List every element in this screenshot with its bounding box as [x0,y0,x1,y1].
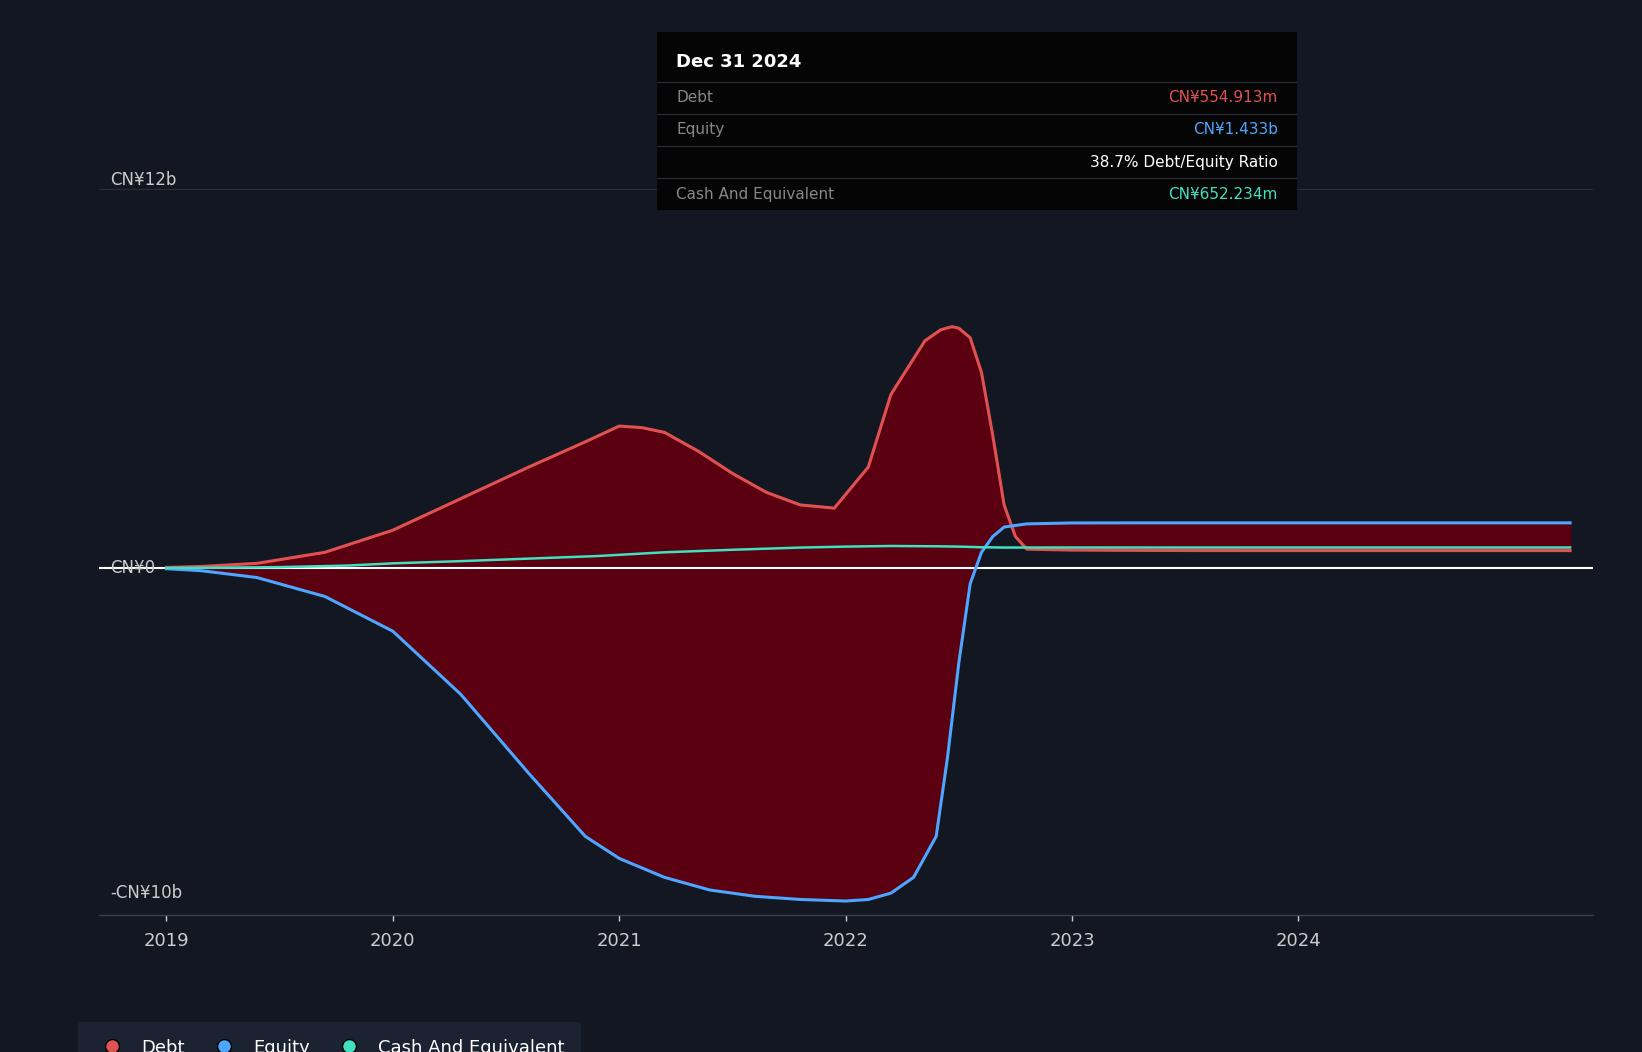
Text: Dec 31 2024: Dec 31 2024 [677,53,801,72]
Text: Debt: Debt [677,90,713,105]
Text: -CN¥10b: -CN¥10b [110,884,182,902]
Text: CN¥12b: CN¥12b [110,171,176,189]
Text: CN¥554.913m: CN¥554.913m [1169,90,1277,105]
Text: Cash And Equivalent: Cash And Equivalent [677,187,834,202]
Text: CN¥0: CN¥0 [110,559,154,578]
Legend: Debt, Equity, Cash And Equivalent: Debt, Equity, Cash And Equivalent [77,1023,581,1052]
Text: 38.7% Debt/Equity Ratio: 38.7% Debt/Equity Ratio [1090,155,1277,169]
Text: CN¥652.234m: CN¥652.234m [1169,187,1277,202]
Text: Equity: Equity [677,122,724,138]
Text: CN¥1.433b: CN¥1.433b [1194,122,1277,138]
